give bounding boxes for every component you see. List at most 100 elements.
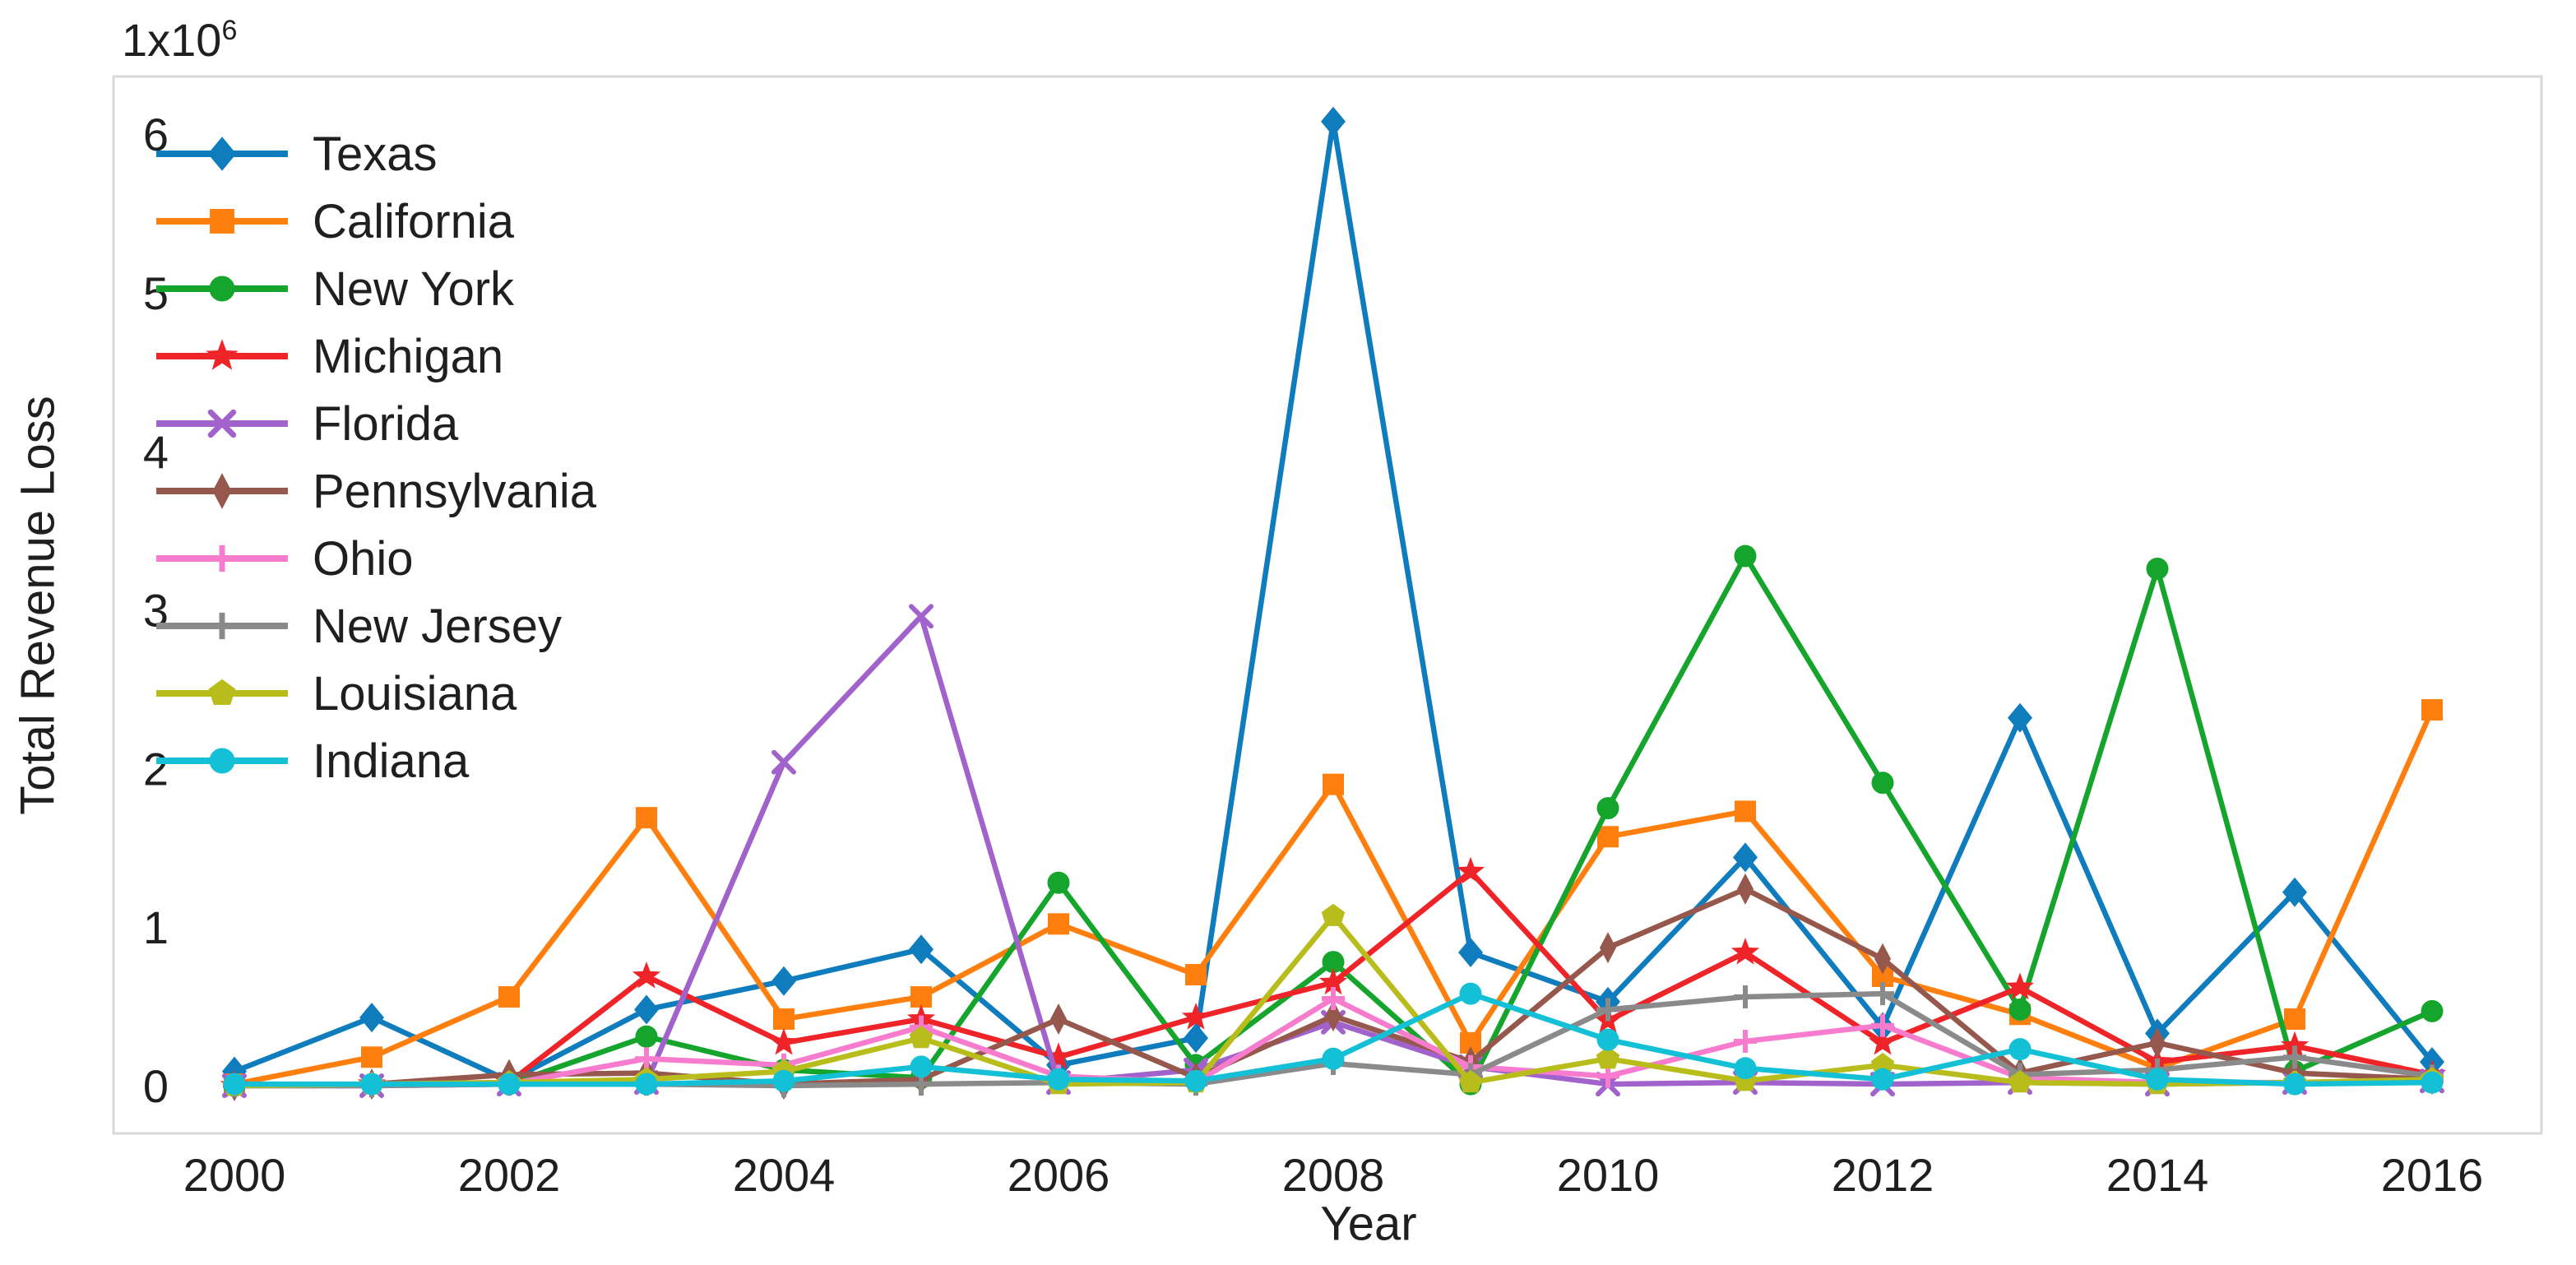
legend-label: Ohio — [313, 532, 414, 586]
marker-circle — [209, 276, 235, 302]
marker-circle — [635, 1025, 658, 1048]
marker-thin-diamond — [1600, 932, 1616, 964]
marker-thin-diamond — [1874, 943, 1891, 975]
marker-plus — [1596, 998, 1619, 1022]
marker-circle — [2421, 999, 2444, 1022]
marker-diamond — [1733, 842, 1758, 873]
marker-circle — [1871, 1068, 1894, 1091]
marker-circle — [2008, 1038, 2032, 1061]
series-line — [231, 118, 2435, 1084]
marker-square — [1597, 826, 1619, 848]
x-tick-label: 2014 — [2106, 1149, 2209, 1201]
x-tick-label: 2006 — [1008, 1149, 1110, 1201]
legend-label: California — [313, 195, 515, 248]
marker-thin-diamond — [2149, 1026, 2166, 1059]
marker-circle — [1734, 544, 1757, 568]
marker-square — [1185, 964, 1207, 986]
marker-star — [206, 339, 239, 370]
marker-square — [210, 209, 234, 234]
x-axis-title: Year — [1320, 1197, 1417, 1251]
legend-item-california: California — [156, 195, 515, 248]
marker-pentagon — [909, 1026, 934, 1049]
y-axis-offset-text: 1x106 — [122, 13, 237, 67]
marker-circle — [1047, 1068, 1070, 1091]
x-tick-label: 2000 — [183, 1149, 286, 1201]
x-tick-label: 2002 — [458, 1149, 561, 1201]
marker-star — [1868, 1027, 1897, 1055]
legend-item-louisiana: Louisiana — [156, 667, 517, 721]
x-axis-ticks: 2000 2002 2004 2006 2008 2010 2012 2014 2016 — [183, 1149, 2484, 1201]
marker-diamond — [771, 966, 796, 996]
legend-label: Pennsylvania — [313, 465, 597, 518]
offset-base: 1x10 — [122, 14, 222, 66]
legend-label: Florida — [313, 397, 459, 451]
marker-diamond — [1458, 938, 1483, 968]
marker-square — [910, 986, 932, 1008]
marker-x — [909, 604, 934, 629]
marker-circle — [1322, 951, 1345, 974]
x-tick-label: 2004 — [733, 1149, 836, 1201]
marker-star — [2280, 1031, 2310, 1059]
marker-star — [632, 961, 661, 989]
marker-diamond — [2008, 702, 2032, 733]
marker-diamond — [1184, 1023, 1208, 1054]
marker-plus — [1734, 1030, 1757, 1054]
marker-pentagon — [208, 679, 236, 705]
marker-circle — [772, 1069, 795, 1092]
x-tick-label: 2010 — [1557, 1149, 1660, 1201]
marker-star — [1730, 938, 1760, 965]
y-tick-label: 5 — [143, 267, 169, 319]
legend-item-new-jersey: New Jersey — [156, 600, 562, 653]
marker-circle — [635, 1073, 658, 1096]
marker-circle — [910, 1055, 933, 1078]
legend-item-michigan: Michigan — [156, 330, 503, 383]
marker-pentagon — [2008, 1070, 2032, 1093]
marker-star — [1044, 1042, 1073, 1069]
y-tick-label: 4 — [143, 426, 169, 478]
marker-diamond — [359, 1003, 384, 1033]
marker-plus — [208, 612, 236, 640]
marker-circle — [223, 1073, 246, 1096]
marker-plus — [635, 1047, 658, 1071]
legend-label: Louisiana — [313, 667, 517, 721]
marker-star — [2005, 972, 2035, 1000]
marker-circle — [1734, 1057, 1757, 1080]
marker-x — [207, 409, 237, 438]
marker-circle — [2008, 998, 2032, 1021]
marker-circle — [1047, 871, 1070, 894]
marker-diamond — [1321, 106, 1346, 137]
marker-pentagon — [1458, 1070, 1483, 1093]
legend-item-pennsylvania: Pennsylvania — [156, 465, 597, 518]
marker-diamond — [909, 934, 934, 965]
marker-square — [1048, 913, 1069, 935]
marker-circle — [1184, 1069, 1207, 1092]
legend: Texas California New York Michigan Florida Pe… — [156, 127, 597, 788]
marker-plus — [2283, 1045, 2306, 1069]
marker-circle — [2283, 1073, 2306, 1096]
marker-circle — [360, 1073, 383, 1096]
marker-thin-diamond — [1737, 873, 1754, 905]
marker-pentagon — [1321, 903, 1346, 926]
marker-star — [1318, 967, 1348, 995]
marker-pentagon — [1596, 1046, 1620, 1069]
y-tick-label: 0 — [143, 1060, 169, 1112]
x-tick-label: 2012 — [1832, 1149, 1934, 1201]
legend-item-texas: Texas — [156, 127, 438, 181]
marker-square — [2421, 699, 2443, 721]
marker-circle — [2146, 1068, 2169, 1091]
legend-item-new-york: New York — [156, 262, 515, 316]
marker-square — [636, 807, 657, 829]
marker-pentagon — [1870, 1052, 1895, 1076]
legend-item-ohio: Ohio — [156, 532, 414, 586]
marker-square — [361, 1046, 382, 1068]
marker-circle — [1459, 982, 1482, 1005]
marker-diamond — [634, 994, 659, 1025]
y-tick-label: 1 — [143, 901, 169, 953]
marker-square — [498, 986, 520, 1008]
marker-plus — [208, 544, 236, 572]
marker-thin-diamond — [1325, 1000, 1341, 1032]
marker-square — [1323, 773, 1344, 795]
marker-diamond — [207, 137, 237, 171]
